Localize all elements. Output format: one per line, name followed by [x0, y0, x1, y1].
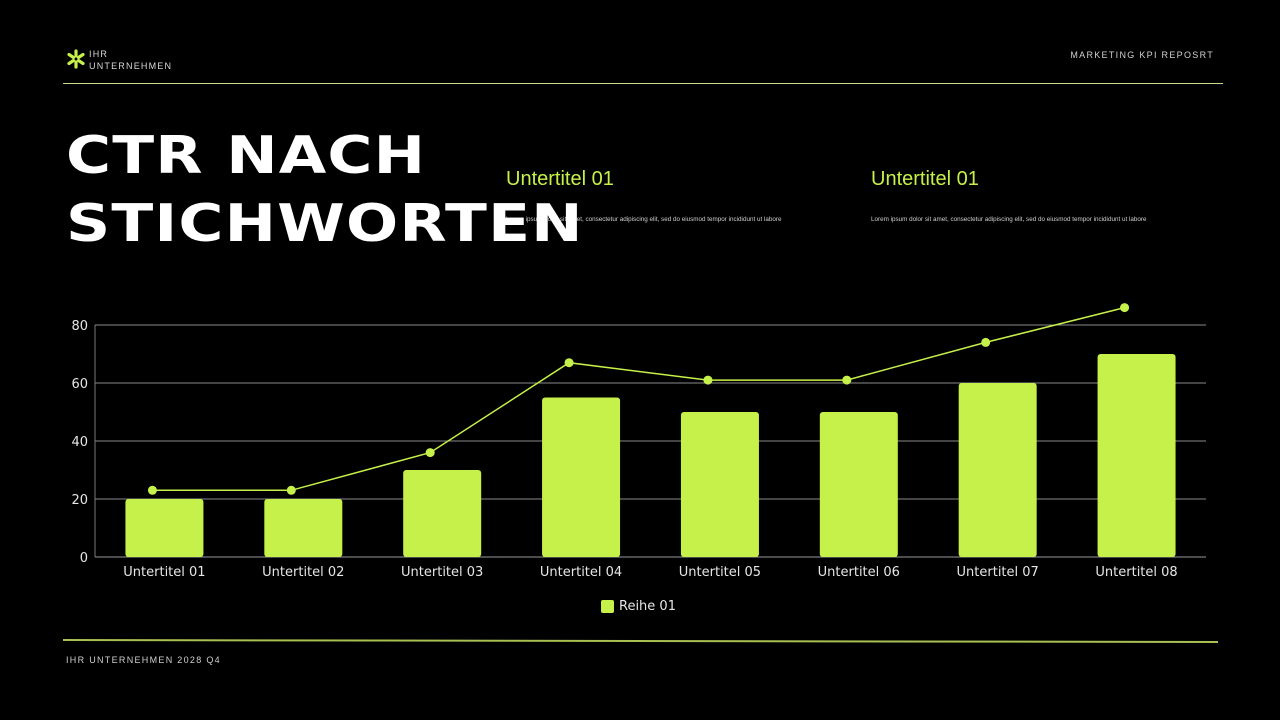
chart-legend: Reihe 01	[601, 599, 676, 614]
trend-point	[147, 485, 157, 495]
trend-line	[152, 306, 1125, 492]
y-tick-label: 80	[71, 319, 88, 334]
page-title-line1: CTR NACH	[66, 126, 427, 186]
trend-point	[425, 448, 435, 458]
trend-point	[703, 375, 713, 385]
page-title-line2: STICHWORTEN	[66, 194, 584, 254]
x-tick-label: Untertitel 01	[123, 565, 205, 580]
legend-label: Reihe 01	[619, 599, 676, 614]
subtitle-text-2: Lorem ipsum dolor sit amet, consectetur …	[871, 216, 1147, 223]
x-tick-label: Untertitel 03	[401, 565, 483, 580]
x-tick-label: Untertitel 04	[540, 565, 622, 580]
x-tick-label: Untertitel 02	[262, 565, 344, 580]
bar	[1097, 354, 1176, 557]
footer-text: IHR UNTERNEHMEN 2028 Q4	[66, 655, 221, 665]
trend-point	[842, 375, 852, 385]
bar	[125, 499, 204, 557]
x-tick-label: Untertitel 06	[818, 565, 900, 580]
x-tick-label: Untertitel 05	[679, 565, 761, 580]
y-tick-label: 60	[71, 377, 88, 392]
trend-point	[564, 358, 574, 368]
y-tick-label: 40	[71, 435, 88, 450]
report-title: MARKETING KPI REPOSRT	[1070, 50, 1214, 60]
bar	[680, 412, 759, 557]
y-tick-label: 20	[71, 493, 88, 508]
trend-point	[1120, 303, 1130, 313]
trend-point	[981, 337, 991, 347]
y-tick-label: 0	[80, 551, 88, 566]
bar	[542, 397, 621, 557]
asterisk-logo-icon	[67, 49, 85, 69]
legend-swatch	[601, 600, 614, 613]
header-divider	[63, 83, 1223, 84]
subtitle-heading-2: Untertitel 01	[871, 168, 979, 190]
trend-point	[286, 485, 296, 495]
bar	[264, 499, 343, 557]
page-title: CTR NACH STICHWORTEN	[66, 122, 584, 258]
bar	[819, 412, 898, 557]
company-name: IHR UNTERNEHMEN	[89, 49, 173, 71]
bar	[958, 383, 1037, 557]
company-logo: IHR UNTERNEHMEN	[66, 48, 173, 72]
bar	[403, 470, 482, 557]
subtitle-heading-1: Untertitel 01	[506, 168, 614, 190]
subtitle-text-1: Lorem ipsum dolor sit amet, consectetur …	[506, 216, 782, 223]
x-tick-label: Untertitel 08	[1095, 565, 1177, 580]
x-tick-label: Untertitel 07	[957, 565, 1039, 580]
